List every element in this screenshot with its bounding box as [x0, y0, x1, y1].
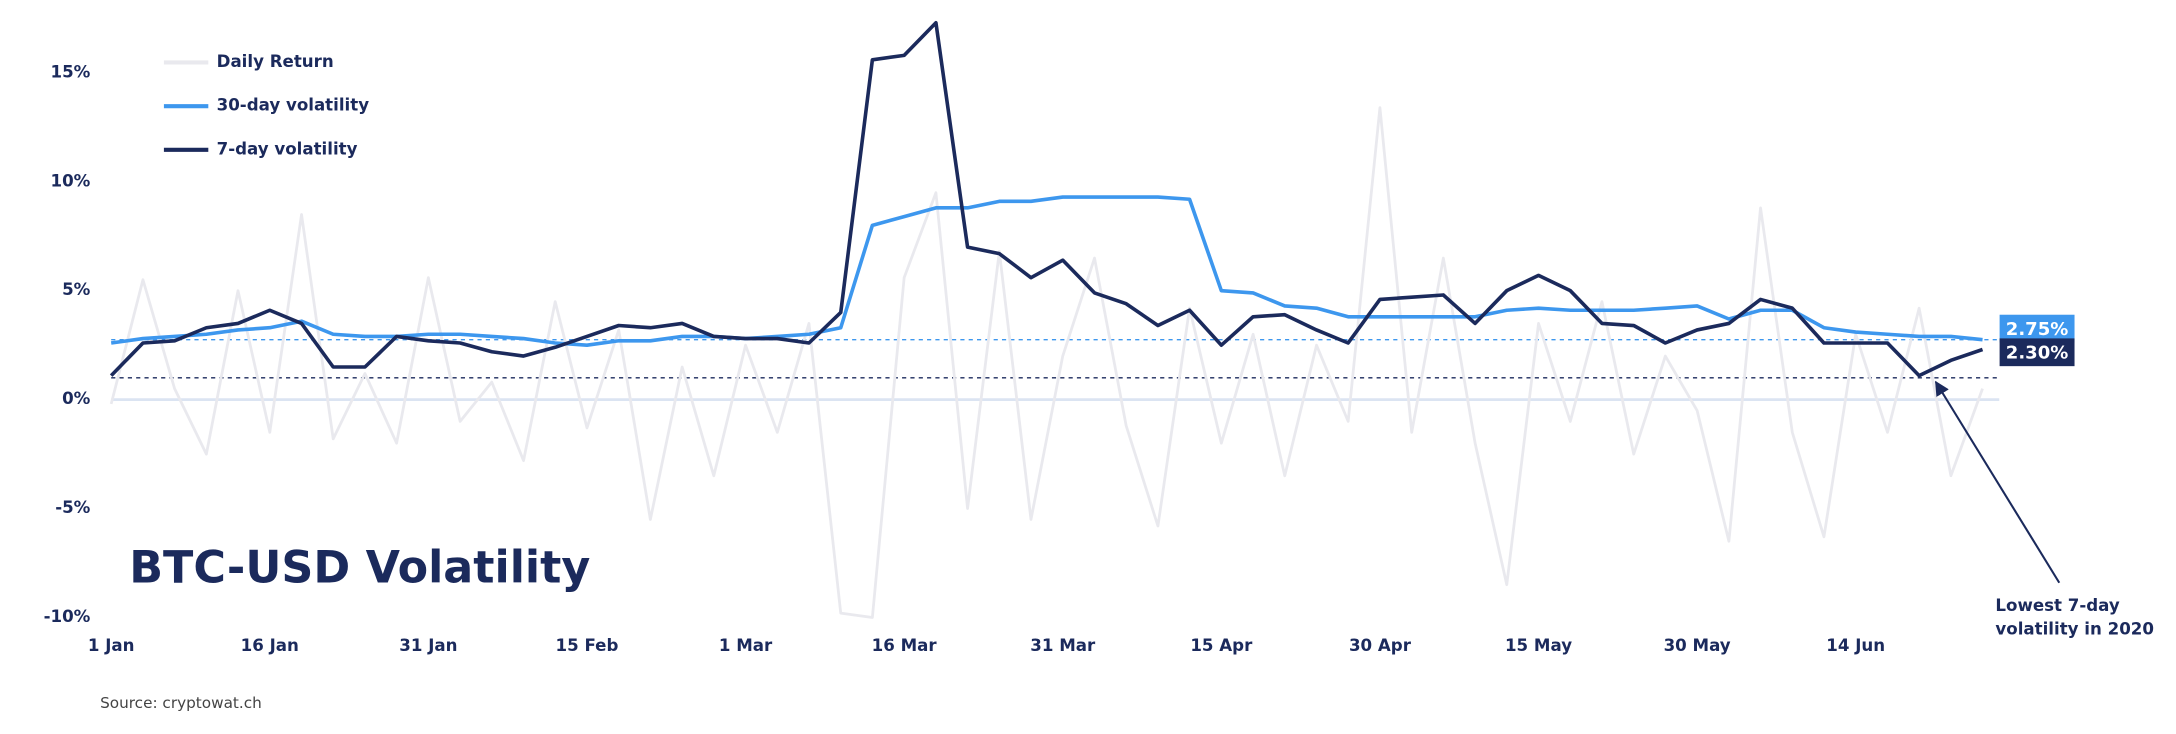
y-tick-label: 10% — [51, 171, 91, 190]
x-tick-label: 14 Jun — [1826, 636, 1885, 655]
legend-label: 30-day volatility — [217, 96, 370, 115]
y-tick-label: -10% — [44, 607, 91, 626]
x-tick-label: 1 Mar — [719, 636, 773, 655]
legend-label: Daily Return — [217, 52, 334, 71]
legend-label: 7-day volatility — [217, 139, 358, 158]
series-line — [109, 20, 1984, 378]
end-label-box — [1999, 314, 2075, 343]
end-label: 2.75% — [2006, 319, 2069, 340]
x-tick-label: 15 May — [1505, 636, 1572, 655]
x-tick-label: 16 Jan — [241, 636, 299, 655]
series-line — [109, 106, 1984, 619]
end-label: 2.30% — [2006, 343, 2069, 364]
x-tick-label: 30 May — [1664, 636, 1731, 655]
x-tick-label: 15 Apr — [1190, 636, 1253, 655]
x-tick-label: 31 Mar — [1030, 636, 1096, 655]
chart-title: BTC-USD Volatility — [129, 542, 590, 593]
y-tick-label: -5% — [55, 498, 90, 517]
y-tick-label: 5% — [62, 280, 91, 299]
series-line — [110, 195, 1983, 348]
y-tick-label: 15% — [51, 62, 91, 81]
annotation-text: volatility in 2020 — [1995, 619, 2154, 638]
x-tick-label: 15 Feb — [556, 636, 619, 655]
x-tick-label: 1 Jan — [88, 636, 135, 655]
y-tick-label: 0% — [62, 389, 91, 408]
annotation-arrow — [1934, 380, 2061, 584]
source: Source: cryptowat.ch — [100, 694, 262, 712]
x-tick-label: 31 Jan — [399, 636, 457, 655]
annotation-text: Lowest 7-day — [1995, 596, 2119, 615]
x-tick-label: 16 Mar — [872, 636, 938, 655]
x-tick-label: 30 Apr — [1349, 636, 1412, 655]
end-label-box — [1999, 338, 2075, 367]
